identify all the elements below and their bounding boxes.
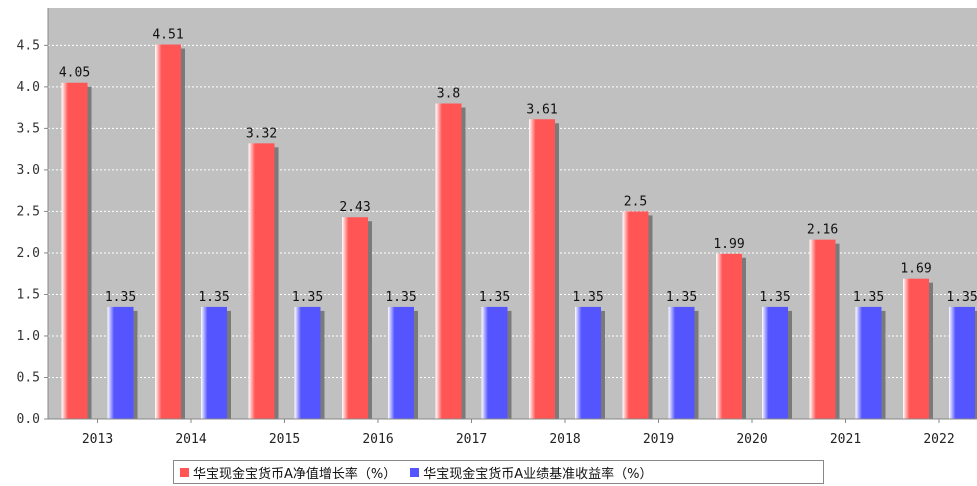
legend: 华宝现金宝货币A净值增长率（%） 华宝现金宝货币A业绩基准收益率（%） — [173, 460, 824, 484]
bar-series-1-2015 — [248, 143, 275, 419]
data-label-series-1-2018: 3.61 — [526, 102, 557, 117]
bar-series-2-2018 — [575, 306, 601, 419]
data-labels: 4.05 1.35 4.51 1.35 3.32 1.35 2.43 1.35 3.8 1.35 3… — [59, 28, 977, 305]
bars — [61, 44, 975, 420]
x-axis-ticks: 2013 2014 2015 2016 2017 2018 2019 2020 2021 2022 — [82, 419, 955, 447]
data-label-series-1-2019: 2.5 — [624, 194, 647, 209]
x-tick-label-2018: 2018 — [549, 432, 580, 447]
x-tick-label-2022: 2022 — [923, 432, 954, 447]
bar-series-1-2017 — [435, 103, 462, 419]
data-label-series-2-2019: 1.35 — [666, 290, 697, 305]
y-tick-label-6: 3.0 — [17, 163, 40, 178]
y-tick-label-7: 3.5 — [17, 121, 40, 136]
bar-series-1-2020 — [716, 253, 742, 419]
y-tick-label-9: 4.5 — [17, 38, 40, 53]
data-label-series-2-2021: 1.35 — [853, 290, 884, 305]
bar-series-1-2014 — [155, 44, 181, 420]
x-tick-label-2017: 2017 — [456, 432, 487, 447]
y-tick-label-0: 0.0 — [17, 412, 40, 427]
bar-series-2-2020 — [762, 306, 788, 419]
bar-series-2-2013 — [107, 306, 134, 419]
x-tick-label-2014: 2014 — [175, 432, 206, 447]
bar-series-2-2022 — [949, 306, 975, 419]
bar-chart: 4.05 1.35 4.51 1.35 3.32 1.35 2.43 1.35 3.8 1.35 3… — [17, 8, 977, 447]
data-label-series-2-2020: 1.35 — [759, 290, 790, 305]
x-tick-label-2015: 2015 — [269, 432, 300, 447]
bar-series-2-2015 — [294, 306, 321, 419]
y-tick-label-5: 2.5 — [17, 204, 40, 219]
legend-swatch-series-1 — [180, 467, 189, 477]
bar-series-2-2021 — [855, 306, 882, 419]
gridlines — [48, 44, 977, 378]
bar-series-1-2013 — [61, 82, 88, 420]
data-label-series-2-2013: 1.35 — [105, 290, 136, 305]
bar-series-2-2017 — [481, 306, 508, 419]
x-tick-label-2016: 2016 — [362, 432, 393, 447]
bar-series-1-2022 — [903, 278, 929, 419]
legend-item-series-1: 华宝现金宝货币A净值增长率（%） — [180, 463, 396, 482]
bar-series-1-2018 — [529, 119, 555, 419]
y-tick-label-1: 0.5 — [17, 370, 40, 385]
bar-series-1-2019 — [622, 211, 649, 419]
bar-series-2-2016 — [388, 306, 414, 419]
y-axis-ticks: 0.0 0.5 1.0 1.5 2.0 2.5 3.0 3.5 4.0 4.5 — [17, 38, 48, 427]
y-tick-label-2: 1.0 — [17, 329, 40, 344]
data-label-series-2-2015: 1.35 — [292, 290, 323, 305]
bar-series-1-2021 — [809, 239, 836, 419]
data-label-series-1-2022: 1.69 — [900, 262, 931, 277]
legend-label-series-1: 华宝现金宝货币A净值增长率（%） — [193, 466, 397, 482]
data-label-series-2-2014: 1.35 — [198, 290, 229, 305]
data-label-series-1-2013: 4.05 — [59, 66, 90, 81]
legend-item-series-2: 华宝现金宝货币A业绩基准收益率（%） — [410, 463, 653, 482]
data-label-series-1-2020: 1.99 — [713, 237, 744, 252]
x-tick-label-2021: 2021 — [830, 432, 861, 447]
data-label-series-2-2016: 1.35 — [385, 290, 416, 305]
bar-series-2-2014 — [201, 306, 227, 419]
x-tick-label-2020: 2020 — [736, 432, 767, 447]
data-label-series-2-2017: 1.35 — [479, 290, 510, 305]
y-tick-label-8: 4.0 — [17, 80, 40, 95]
legend-label-series-2: 华宝现金宝货币A业绩基准收益率（%） — [423, 466, 653, 482]
data-label-series-1-2015: 3.32 — [246, 126, 277, 141]
bar-series-1-2016 — [342, 217, 368, 419]
bar-series-2-2019 — [668, 306, 695, 419]
x-tick-label-2013: 2013 — [82, 432, 113, 447]
data-label-series-1-2014: 4.51 — [152, 28, 183, 43]
legend-swatch-series-2 — [410, 467, 420, 477]
x-tick-label-2019: 2019 — [643, 432, 674, 447]
y-tick-label-4: 2.0 — [17, 246, 40, 261]
data-label-series-1-2016: 2.43 — [339, 200, 370, 215]
data-label-series-2-2022: 1.35 — [946, 290, 977, 305]
y-tick-label-3: 1.5 — [17, 287, 40, 302]
data-label-series-1-2017: 3.8 — [437, 86, 460, 101]
data-label-series-2-2018: 1.35 — [572, 290, 603, 305]
data-label-series-1-2021: 2.16 — [807, 223, 838, 238]
